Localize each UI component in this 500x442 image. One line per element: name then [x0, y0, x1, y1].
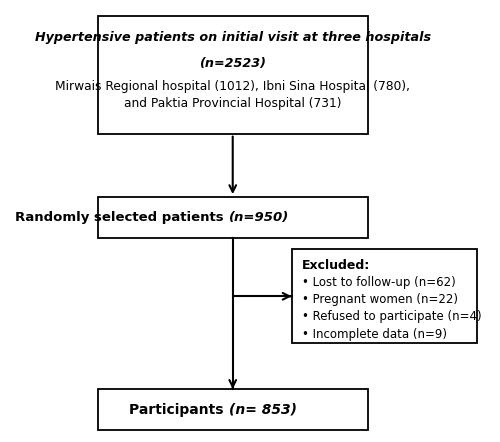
Text: Randomly selected patients: Randomly selected patients: [16, 211, 229, 224]
FancyBboxPatch shape: [98, 16, 367, 134]
FancyBboxPatch shape: [98, 197, 367, 238]
Text: • Refused to participate (n=4): • Refused to participate (n=4): [302, 310, 482, 324]
Text: Participants: Participants: [129, 403, 228, 417]
Text: • Lost to follow-up (n=62): • Lost to follow-up (n=62): [302, 275, 456, 289]
Text: Excluded:: Excluded:: [302, 259, 370, 272]
FancyBboxPatch shape: [98, 389, 367, 431]
Text: Mirwais Regional hospital (1012), Ibni Sina Hospital (780),
and Paktia Provincia: Mirwais Regional hospital (1012), Ibni S…: [55, 80, 410, 110]
Text: (n=950): (n=950): [228, 211, 289, 224]
FancyBboxPatch shape: [292, 249, 477, 343]
Text: • Pregnant women (n=22): • Pregnant women (n=22): [302, 293, 458, 306]
Text: (n= 853): (n= 853): [228, 403, 296, 417]
Text: (n=2523): (n=2523): [199, 57, 266, 70]
Text: Hypertensive patients on initial visit at three hospitals: Hypertensive patients on initial visit a…: [34, 31, 431, 44]
Text: • Incomplete data (n=9): • Incomplete data (n=9): [302, 328, 447, 341]
